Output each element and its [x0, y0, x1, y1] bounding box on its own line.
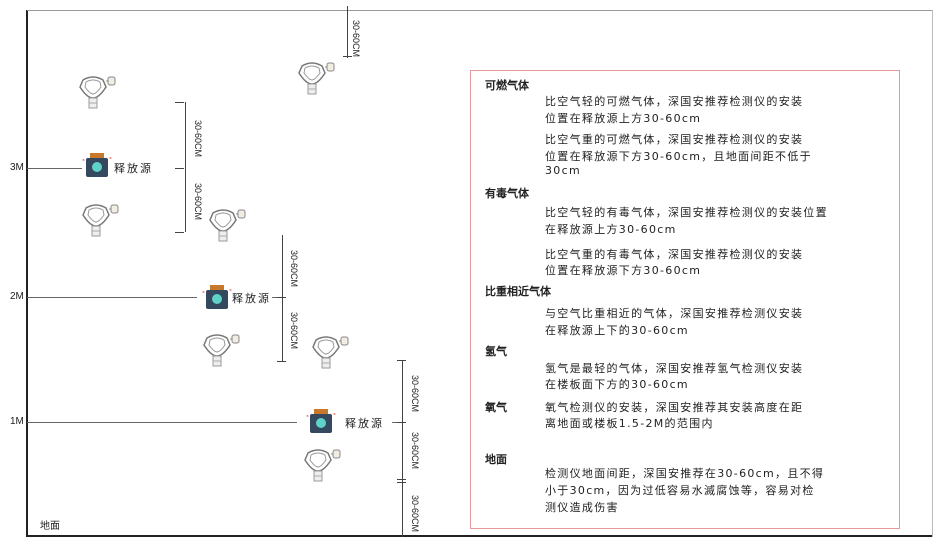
heading-oxygen: 氧气	[485, 401, 507, 414]
guide-text: 在楼板面下方的30-60cm	[545, 378, 689, 391]
dimension-label: 30-60CM	[193, 120, 203, 158]
gas-detector-icon	[201, 330, 241, 370]
gas-detector-icon	[310, 332, 350, 372]
installation-guide-box	[470, 70, 900, 529]
release-source-label: 释放源	[114, 162, 153, 175]
level-1m: 1M	[10, 416, 24, 427]
level-3m-line	[27, 168, 82, 169]
dimension-label: 30-60CM	[289, 250, 299, 288]
dimension-tick	[397, 479, 406, 480]
dimension-tick	[277, 297, 286, 298]
dimension-line	[402, 360, 403, 537]
dimension-tick	[175, 168, 184, 169]
dimension-tick	[343, 56, 352, 57]
guide-text: 30cm	[545, 164, 581, 177]
guide-text: 氢气是最轻的气体，深国安推荐氢气检测仪安装	[545, 362, 804, 375]
heading-floor: 地面	[485, 453, 507, 466]
guide-text: 比空气重的可燃气体，深国安推荐检测仪的安装	[545, 133, 804, 146]
guide-text: 位置在释放源下方30-60cm	[545, 264, 702, 277]
gas-detector-icon	[207, 205, 247, 245]
release-source-label: 释放源	[232, 292, 271, 305]
level-2m-line	[27, 297, 197, 298]
guide-text: 离地面或楼板1.5-2M的范围内	[545, 417, 714, 430]
guide-text: 在释放源上下的30-60cm	[545, 324, 689, 337]
dimension-tick	[175, 232, 184, 233]
gas-detector-icon	[80, 200, 120, 240]
release-source-icon	[306, 408, 336, 434]
guide-text: 氧气检测仪的安装，深国安推荐其安装高度在距	[545, 401, 804, 414]
guide-text: 比空气轻的可燃气体，深国安推荐检测仪的安装	[545, 95, 804, 108]
guide-text: 比空气重的有毒气体，深国安推荐检测仪的安装	[545, 248, 804, 261]
heading-toxic: 有毒气体	[485, 187, 529, 200]
dimension-label: 30-60CM	[410, 495, 420, 533]
guide-text: 比空气轻的有毒气体，深国安推荐检测仪的安装位置	[545, 206, 828, 219]
dimension-tick	[175, 102, 184, 103]
heading-combustible: 可燃气体	[485, 79, 529, 92]
release-source-icon	[202, 284, 232, 310]
gas-detector-icon	[302, 445, 342, 485]
dimension-label: 30-60CM	[410, 375, 420, 413]
floor-label: 地面	[40, 521, 60, 532]
left-wall	[26, 10, 28, 537]
level-1m-line	[27, 422, 297, 423]
guide-text: 位置在释放源上方30-60cm	[545, 112, 702, 125]
dimension-label: 30-60CM	[289, 312, 299, 350]
dimension-line	[347, 6, 348, 58]
guide-text: 小于30cm，因为过低容易水滅腐蚀等，容易对检	[545, 484, 815, 497]
guide-text: 测仪造成伤害	[545, 501, 619, 514]
gas-detector-icon	[296, 58, 336, 98]
dimension-tick	[397, 482, 406, 483]
dimension-label: 30-60CM	[351, 20, 361, 58]
heading-hydrogen: 氢气	[485, 345, 507, 358]
guide-text: 位置在释放源下方30-60cm，且地面间距不低于	[545, 150, 812, 163]
dimension-label: 30-60CM	[193, 183, 203, 221]
dimension-line	[282, 235, 283, 361]
dimension-label: 30-60CM	[410, 432, 420, 470]
dimension-line	[185, 102, 186, 232]
heading-similar: 比重相近气体	[485, 285, 551, 298]
guide-text: 检测仪地面间距，深国安推荐在30-60cm，且不得	[545, 467, 825, 480]
level-2m: 2M	[10, 291, 24, 302]
dimension-tick	[277, 361, 286, 362]
release-source-label: 释放源	[345, 417, 384, 430]
release-source-icon	[82, 152, 112, 178]
right-wall	[932, 10, 933, 537]
floor-line	[26, 535, 933, 537]
gas-detector-icon	[77, 72, 117, 112]
dimension-tick	[397, 360, 406, 361]
ceiling-line	[27, 10, 933, 11]
dimension-tick	[397, 422, 406, 423]
guide-text: 与空气比重相近的气体，深国安推荐检测仪安装	[545, 307, 804, 320]
guide-text: 在释放源上方30-60cm	[545, 223, 677, 236]
level-3m: 3M	[10, 162, 24, 173]
